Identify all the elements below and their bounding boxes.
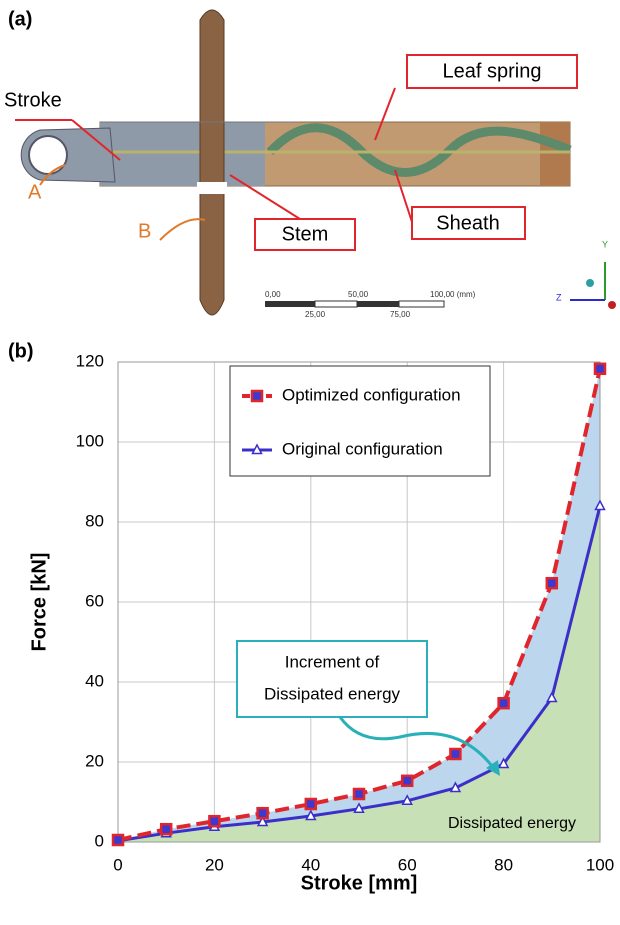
annotation: Dissipated energy	[264, 684, 401, 703]
annotation-box	[236, 640, 428, 718]
y-tick-label: 60	[85, 591, 104, 610]
scale-label: 50,00	[348, 290, 369, 299]
axis-label: Z	[556, 292, 562, 302]
marker	[353, 802, 365, 814]
marker	[208, 814, 221, 828]
marker	[497, 757, 510, 769]
x-tick-label: 80	[494, 855, 513, 874]
marker	[111, 833, 125, 847]
marker	[400, 774, 414, 788]
x-tick-label: 0	[113, 855, 122, 874]
marker	[594, 499, 606, 511]
scale-label: 25,00	[305, 310, 326, 319]
x-tick-label: 40	[301, 855, 320, 874]
y-tick-label: 20	[85, 751, 104, 770]
x-tick-label: 100	[586, 855, 614, 874]
legend-marker	[251, 443, 263, 455]
area-label: Dissipated energy	[448, 815, 576, 832]
stroke-label: Stroke	[4, 89, 62, 111]
scale-bar: 0,00 50,00 100,00 (mm) 25,00 75,00 Y Z	[265, 239, 608, 319]
marker	[546, 691, 558, 703]
marker	[305, 809, 317, 821]
marker	[593, 362, 607, 376]
axis-label: Y	[602, 239, 608, 249]
label-a: A	[28, 181, 42, 203]
scale-label: 75,00	[390, 310, 411, 319]
panel-label: (a)	[8, 8, 32, 30]
callout: Leaf spring	[443, 60, 542, 82]
x-tick-label: 60	[398, 855, 417, 874]
legend-label: Optimized configuration	[282, 385, 461, 404]
legend-label: Original configuration	[282, 439, 443, 458]
label-b: B	[138, 220, 151, 242]
callout: Stem	[282, 223, 329, 245]
y-tick-label: 100	[76, 431, 104, 450]
marker	[497, 696, 510, 710]
cad-model	[15, 9, 616, 316]
dissipated-area	[118, 506, 600, 842]
legend-marker	[250, 389, 264, 403]
arrow-head	[486, 760, 500, 776]
x-axis-label: Stroke [mm]	[301, 872, 418, 894]
x-tick-label: 20	[205, 855, 224, 874]
marker	[304, 797, 318, 811]
y-tick-label: 0	[95, 831, 104, 850]
panel-label: (b)	[8, 340, 34, 362]
plot: 0 20 40 60 80 100 0 20 40 60 80 100 120 Optimized con…	[76, 351, 615, 874]
plot-frame	[117, 361, 601, 843]
marker	[545, 576, 559, 590]
y-tick-label: 40	[85, 671, 104, 690]
annotation-arrow	[338, 716, 497, 771]
legend	[229, 365, 491, 477]
marker	[449, 781, 462, 793]
marker	[449, 747, 462, 761]
marker	[256, 815, 269, 827]
marker	[256, 806, 269, 820]
marker	[159, 822, 173, 836]
annotation: Increment of	[285, 652, 380, 671]
y-axis-label: Force [kN]	[28, 553, 50, 652]
scale-label: 100,00 (mm)	[430, 290, 476, 299]
callout: Sheath	[436, 212, 499, 234]
y-tick-label: 120	[76, 351, 104, 370]
marker	[352, 787, 366, 801]
panel-a-labels: (a) Stroke A B Leaf spring Stem Sheath	[4, 8, 541, 245]
y-tick-label: 80	[85, 511, 104, 530]
scale-label: 0,00	[265, 290, 281, 299]
marker	[401, 794, 413, 806]
